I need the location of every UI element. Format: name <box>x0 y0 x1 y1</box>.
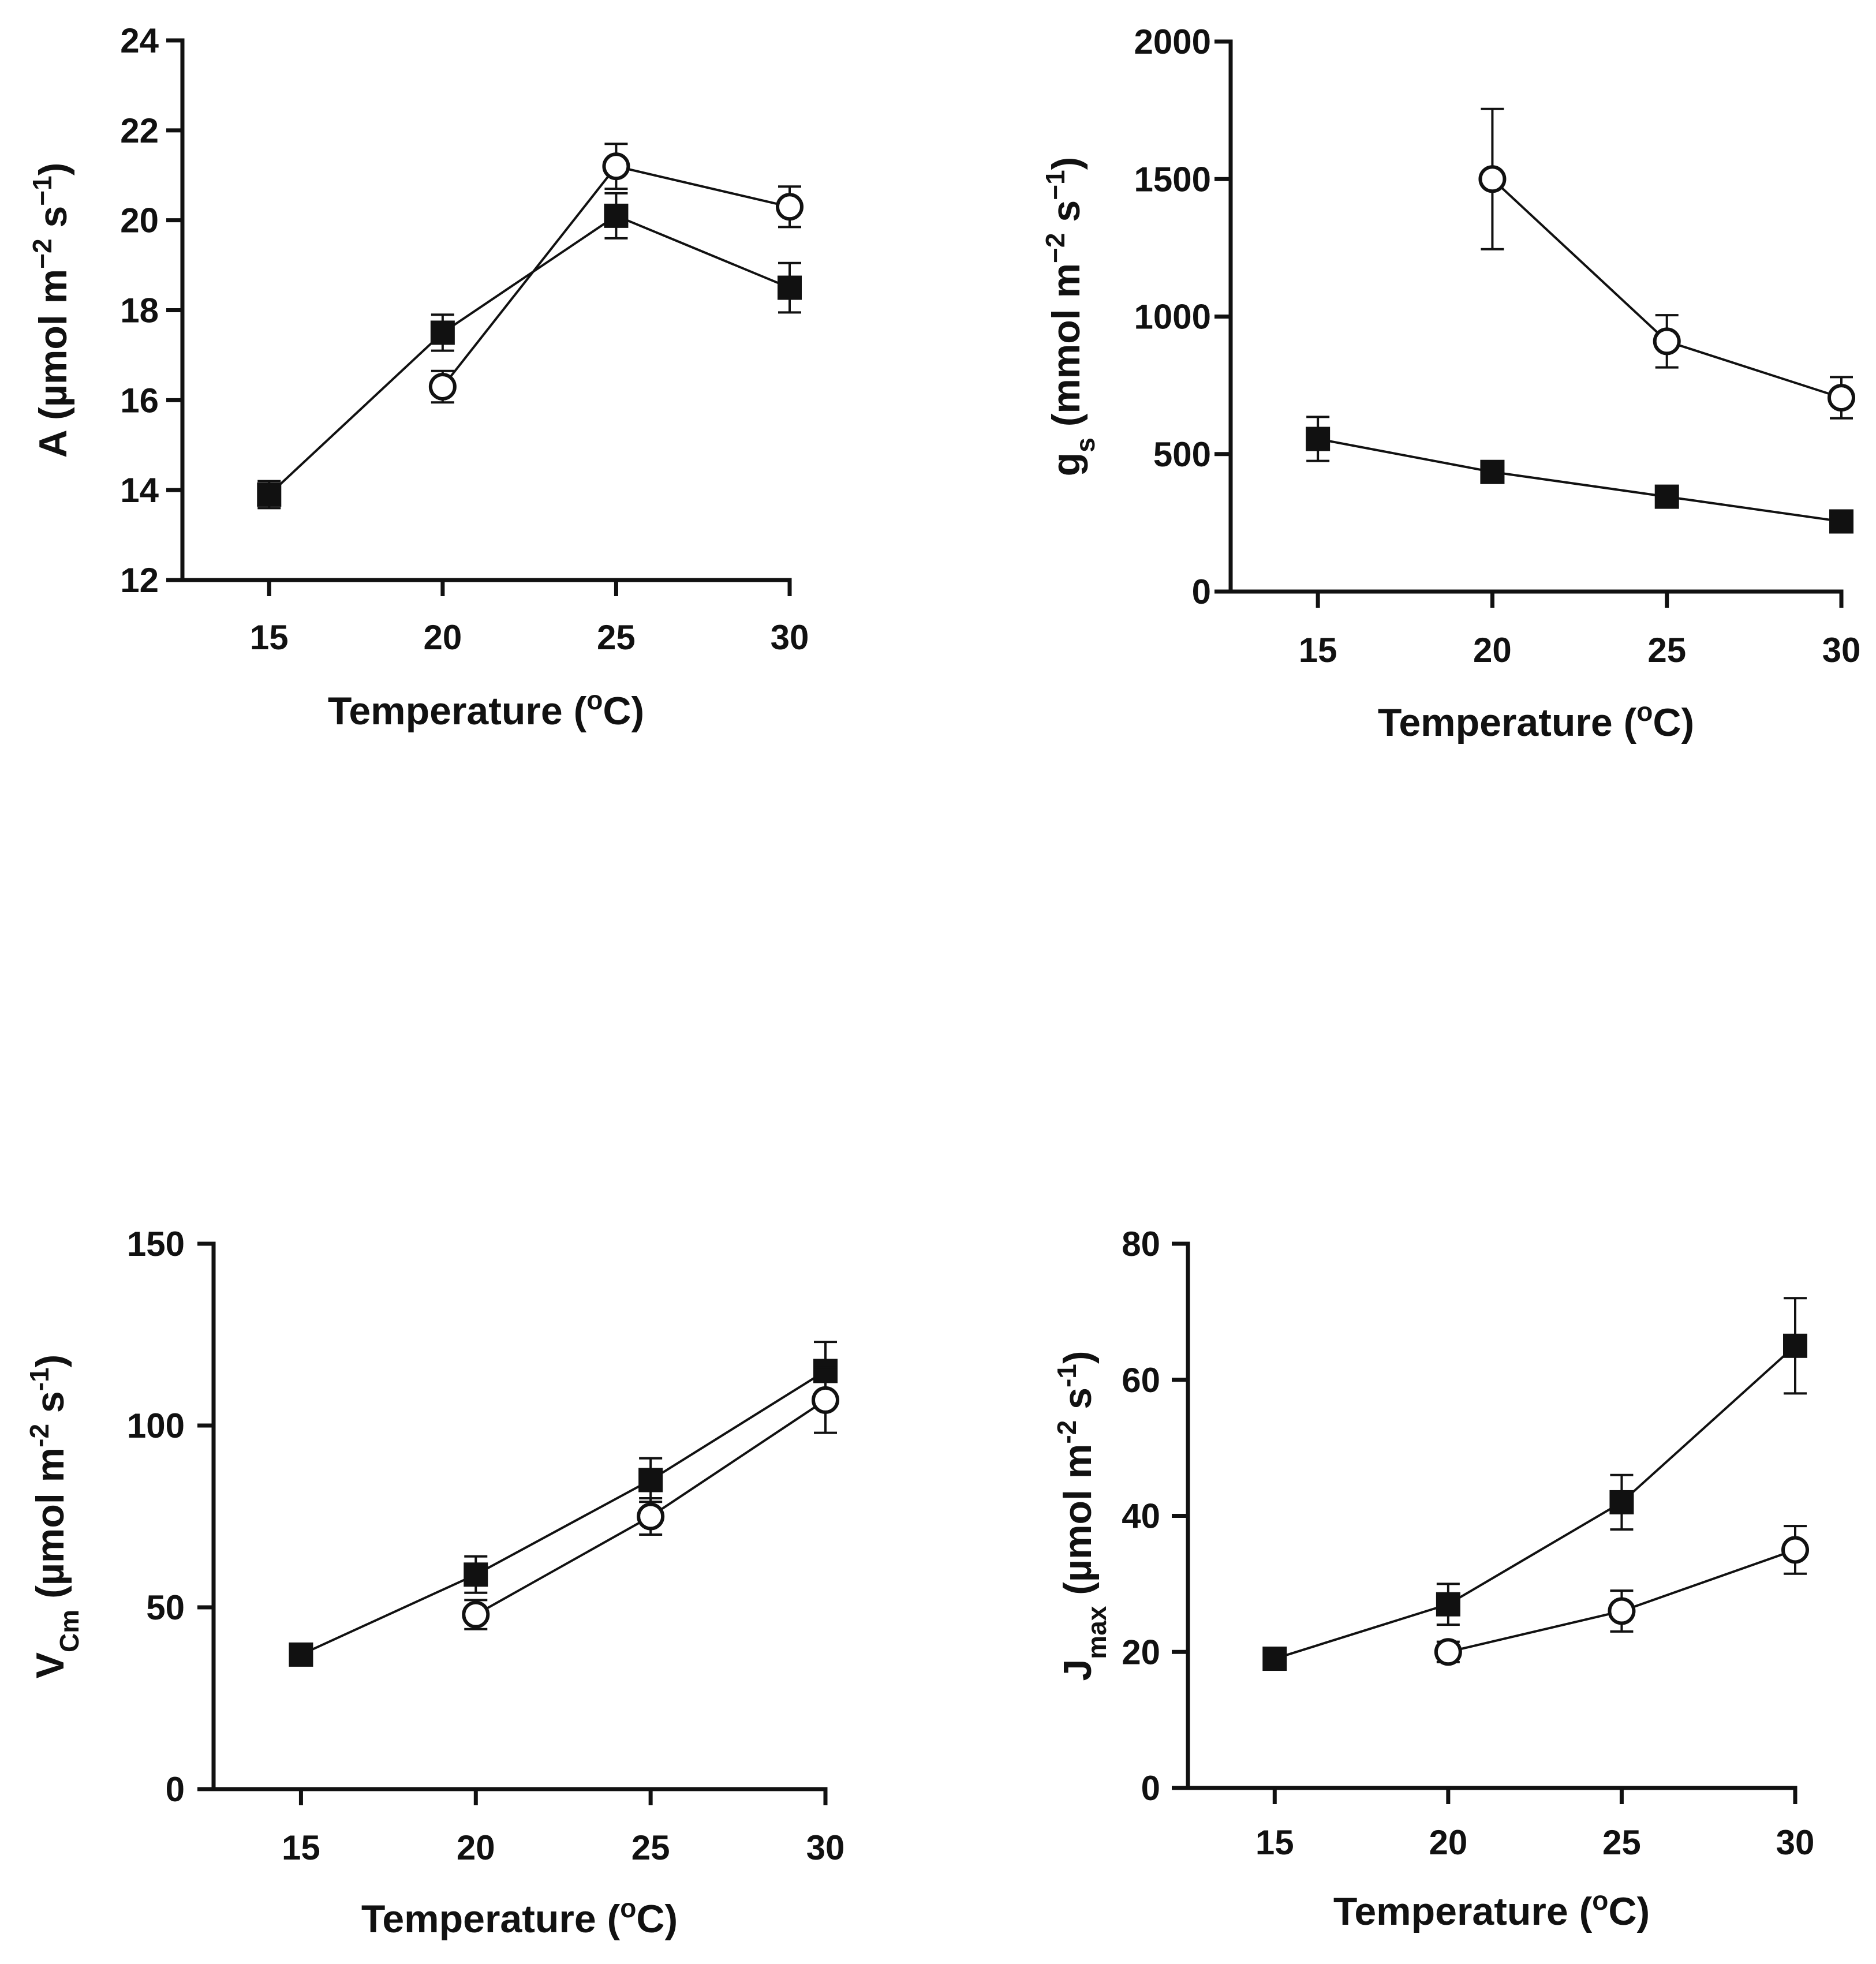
data-point-circle <box>1434 1638 1462 1666</box>
y-tick-label: 80 <box>1122 1225 1160 1263</box>
y-tick-label: 0 <box>1141 1769 1160 1808</box>
series-open-circle <box>1434 1525 1809 1666</box>
data-point-circle <box>428 372 457 401</box>
x-tick-label: 20 <box>423 618 462 657</box>
x-tick-label: 15 <box>250 618 289 657</box>
series-line <box>268 214 790 496</box>
series-open-circle <box>1478 107 1855 420</box>
x-tick-label: 30 <box>771 618 809 657</box>
series-open-circle <box>428 143 804 404</box>
y-tick-label: 100 <box>127 1406 185 1445</box>
y-tick-label: 20 <box>1122 1633 1160 1671</box>
y-tick-label: 22 <box>120 111 159 150</box>
data-point-square <box>604 203 629 228</box>
series-line <box>1317 437 1842 523</box>
y-axis-title: A (µmol m−2 s−1) <box>27 163 75 458</box>
y-axis-title: VCm (µmol m-2 s-1) <box>24 1355 84 1679</box>
chart-vcmax: 0 50 100 150 15 20 25 30 Temperature (oC) VCm (µm… <box>24 1225 844 1941</box>
data-point-square <box>430 320 455 345</box>
y-tick-label: 500 <box>1153 435 1211 474</box>
x-tick-label: 15 <box>1299 631 1337 669</box>
series-line <box>300 1370 827 1656</box>
y-tick-label: 40 <box>1122 1497 1160 1536</box>
data-point-circle <box>776 193 804 221</box>
x-tick-label: 20 <box>457 1828 495 1867</box>
y-axis-title: Jmax (µmol m-2 s-1) <box>1052 1351 1112 1681</box>
y-tick-label: 24 <box>120 21 159 60</box>
data-point-circle <box>1828 384 1855 412</box>
x-tick-label: 15 <box>1255 1823 1294 1862</box>
y-tick-label: 1000 <box>1134 298 1211 336</box>
chart-jmax: 0 20 40 60 80 15 20 25 30 Temperature (oC) Jmax (µ… <box>1052 1225 1814 1933</box>
y-tick-label: 60 <box>1122 1361 1160 1400</box>
x-tick-label: 20 <box>1429 1823 1467 1862</box>
series-filled-square <box>1306 416 1853 534</box>
data-point-square <box>1436 1592 1460 1617</box>
data-point-square <box>1306 427 1331 451</box>
data-point-square <box>1480 459 1505 484</box>
data-point-circle <box>1781 1536 1809 1564</box>
x-axis-title: Temperature (oC) <box>1378 697 1694 745</box>
data-point-circle <box>637 1502 665 1531</box>
y-tick-label: 20 <box>120 201 159 240</box>
y-tick-label: 1500 <box>1134 160 1211 199</box>
chart-photosynthesis: 12 14 16 18 20 22 24 15 20 25 30 Temperature (oC) A … <box>27 21 809 733</box>
x-tick-label: 25 <box>631 1828 670 1867</box>
data-point-square <box>1783 1333 1807 1358</box>
x-tick-label: 15 <box>282 1828 320 1867</box>
x-axis-title: Temperature (oC) <box>1333 1886 1650 1933</box>
data-point-circle <box>1478 165 1507 193</box>
x-tick-label: 30 <box>806 1828 845 1867</box>
data-point-square <box>1609 1490 1634 1514</box>
data-point-circle <box>1608 1597 1636 1625</box>
y-tick-label: 2000 <box>1134 23 1211 61</box>
y-tick-label: 150 <box>127 1225 185 1263</box>
x-tick-label: 20 <box>1473 631 1512 669</box>
x-axis-title: Temperature (oC) <box>361 1893 678 1941</box>
y-tick-label: 50 <box>146 1588 185 1627</box>
y-tick-label: 0 <box>1192 573 1211 611</box>
x-axis-title: Temperature (oC) <box>328 685 644 733</box>
data-point-circle <box>812 1386 839 1414</box>
data-point-circle <box>1653 327 1681 356</box>
y-tick-label: 0 <box>166 1770 185 1809</box>
series-filled-square <box>289 1341 838 1667</box>
x-tick-label: 30 <box>1822 631 1861 669</box>
y-tick-label: 18 <box>120 291 159 330</box>
data-point-square <box>1262 1647 1287 1671</box>
y-axis-title: gs (mmol m−2 s−1) <box>1040 157 1100 477</box>
y-tick-label: 14 <box>120 471 159 510</box>
x-tick-label: 25 <box>1602 1823 1641 1862</box>
data-point-square <box>289 1642 313 1667</box>
y-tick-label: 16 <box>120 381 159 420</box>
chart-stomatal-conductance: 0 500 1000 1500 2000 15 20 25 30 Temperature (oC)… <box>1040 23 1860 745</box>
x-tick-label: 30 <box>1776 1823 1815 1862</box>
x-tick-label: 25 <box>1647 631 1686 669</box>
data-point-square <box>257 482 282 507</box>
x-tick-label: 25 <box>597 618 636 657</box>
series-line <box>1274 1345 1796 1660</box>
series-open-circle <box>462 1366 839 1630</box>
data-point-square <box>1654 484 1679 509</box>
data-point-square <box>1829 509 1853 534</box>
series-filled-square <box>1262 1297 1807 1671</box>
data-point-circle <box>602 152 630 181</box>
data-point-square <box>778 275 802 300</box>
y-tick-label: 12 <box>120 561 159 600</box>
data-point-circle <box>462 1600 490 1629</box>
series-filled-square <box>257 192 802 510</box>
data-point-square <box>464 1562 488 1587</box>
data-point-square <box>638 1468 663 1492</box>
